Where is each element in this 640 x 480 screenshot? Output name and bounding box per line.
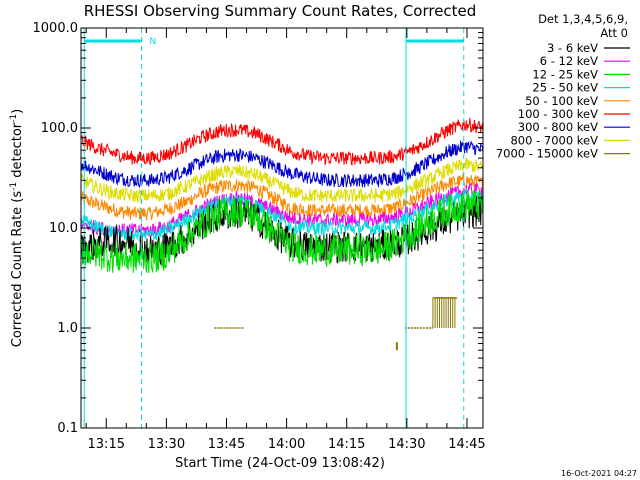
x-tick-label: 14:30: [388, 437, 425, 452]
legend-label: 50 - 100 keV: [525, 94, 598, 108]
legend-label: 25 - 50 keV: [532, 81, 598, 95]
y-axis-label-mid: detector: [10, 122, 25, 182]
marker-layer: N: [83, 28, 465, 428]
legend-header-line1: Det 1,3,4,5,6,9,: [538, 12, 628, 26]
x-tick-label: 13:45: [208, 437, 245, 452]
timestamp: 16-Oct-2021 04:27: [561, 469, 637, 478]
legend-label: 300 - 800 keV: [518, 120, 598, 134]
x-tick-label: 13:15: [88, 437, 125, 452]
axis-layer: 0.1 1.0 10.0 100.0 1000.0 13:15 13:30 13:45 14:0…: [33, 21, 486, 452]
y-axis-label-sup2: -1: [9, 114, 19, 123]
series-line: [81, 157, 483, 203]
series-line: [81, 187, 483, 242]
y-tick-label: 10.0: [49, 221, 78, 236]
flag-label: N: [150, 37, 157, 47]
y-axis-label: Corrected Count Rate (s-1 detector-1): [9, 109, 25, 347]
series-line: [81, 189, 483, 274]
y-axis-label-sup1: -1: [9, 182, 19, 191]
x-tick-label: 14:00: [268, 437, 305, 452]
x-axis-label: Start Time (24-Oct-09 13:08:42): [175, 456, 385, 471]
series-line: [81, 140, 483, 188]
y-tick-label: 0.1: [57, 421, 78, 436]
legend-label: 100 - 300 keV: [518, 107, 598, 121]
x-tick-label: 13:30: [148, 437, 185, 452]
y-axis-label-main: Corrected Count Rate (s: [10, 191, 25, 348]
x-tick-label: 14:45: [448, 437, 485, 452]
series-line: [81, 172, 483, 221]
series-line: [81, 117, 483, 166]
y-axis-label-end: ): [10, 109, 25, 114]
legend-header-line2: Att 0: [600, 26, 628, 40]
series-line: [81, 182, 483, 238]
series-layer: [81, 117, 483, 351]
legend-label: 3 - 6 keV: [547, 41, 598, 55]
legend-label: 12 - 25 keV: [532, 67, 598, 81]
y-tick-label: 1000.0: [33, 21, 79, 36]
y-tick-label: 100.0: [41, 121, 78, 136]
legend-label: 7000 - 15000 keV: [496, 147, 598, 161]
x-tick-label: 14:15: [328, 437, 365, 452]
y-tick-label: 1.0: [57, 321, 78, 336]
legend-label: 800 - 7000 keV: [510, 133, 598, 147]
chart-title: RHESSI Observing Summary Count Rates, Co…: [84, 2, 477, 20]
legend-label: 6 - 12 keV: [540, 54, 598, 68]
